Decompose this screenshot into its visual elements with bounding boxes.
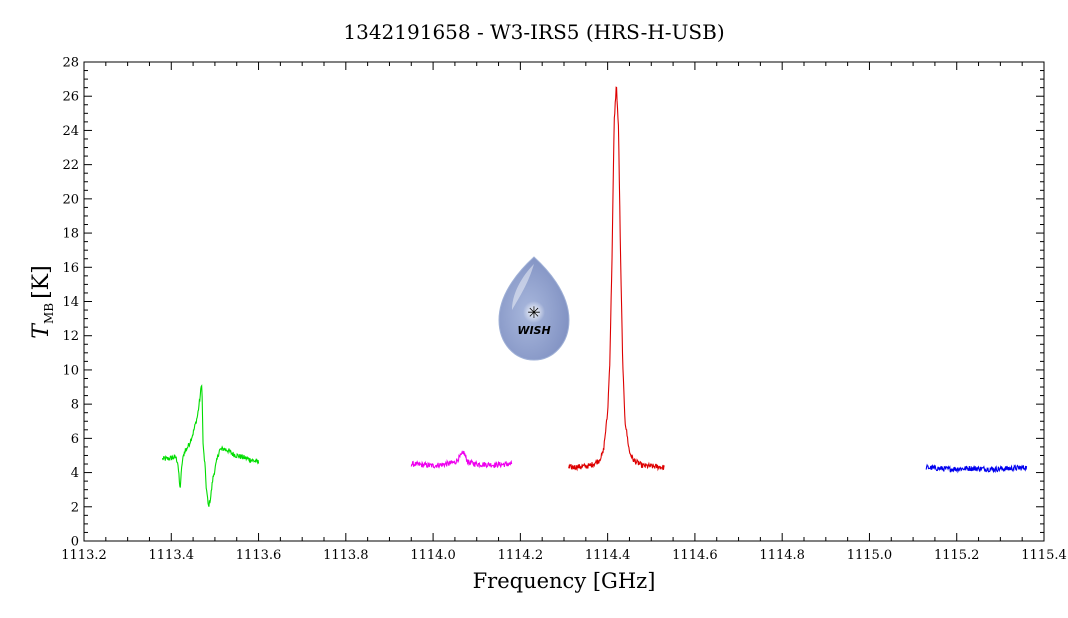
wish-logo: ✳ WISH (498, 256, 570, 361)
x-axis-label: Frequency [GHz] (473, 569, 656, 593)
y-tick-label: 12 (62, 329, 79, 344)
x-tick-label: 1114.4 (585, 548, 631, 563)
chart-title: 1342191658 - W3-IRS5 (HRS-H-USB) (343, 20, 724, 44)
spectrum-series-line-1 (162, 384, 260, 507)
x-tick-label: 1114.2 (498, 548, 544, 563)
x-tick-label: 1113.8 (323, 548, 369, 563)
x-tick-label: 1114.0 (410, 548, 456, 563)
y-tick-label: 24 (62, 124, 79, 139)
y-tick-label: 2 (71, 500, 79, 515)
y-tick-label: 14 (62, 295, 79, 310)
x-tick-label: 1115.2 (934, 548, 980, 563)
y-tick-label: 4 (71, 466, 79, 481)
y-tick-label: 18 (62, 227, 79, 242)
ticks-layer: 1113.2 1113.4 1113.6 1113.8 1114.0 1114.2 1114… (61, 56, 1067, 564)
y-tick-label: 26 (62, 90, 79, 105)
y-axis-label: TMB [K] (29, 265, 56, 338)
y-tick-label: 28 (62, 56, 79, 71)
y-axis-label-unit: [K] (29, 265, 54, 299)
y-tick-label: 10 (62, 363, 79, 378)
x-tick-label: 1113.4 (149, 548, 195, 563)
plot-frame (83, 61, 1045, 542)
series-layer (162, 86, 1028, 507)
spectrum-series-line-2 (410, 450, 513, 469)
x-tick-label: 1115.4 (1021, 548, 1067, 563)
spectrum-series-line-4 (925, 463, 1028, 474)
y-tick-label: 20 (62, 192, 79, 207)
y-tick-label: 22 (62, 158, 79, 173)
water-drop-highlight (512, 264, 534, 310)
y-tick-label: 6 (71, 432, 79, 447)
wish-logo-text: WISH (517, 324, 550, 337)
svg-text:TMB[K]: TMB [K] (29, 265, 56, 338)
x-tick-label: 1115.0 (847, 548, 893, 563)
star-icon: ✳ (527, 303, 540, 322)
y-tick-label: 0 (71, 535, 79, 550)
y-tick-label: 8 (71, 398, 79, 413)
x-tick-label: 1113.6 (236, 548, 282, 563)
y-axis-label-subscript: MB (42, 303, 56, 324)
spectrum-series-line-3 (568, 86, 665, 472)
y-tick-label: 16 (62, 261, 79, 276)
x-tick-label: 1114.6 (672, 548, 718, 563)
y-axis-label-symbol: T (29, 322, 54, 339)
x-tick-label: 1114.8 (759, 548, 805, 563)
x-tick-label: 1113.2 (61, 548, 107, 563)
